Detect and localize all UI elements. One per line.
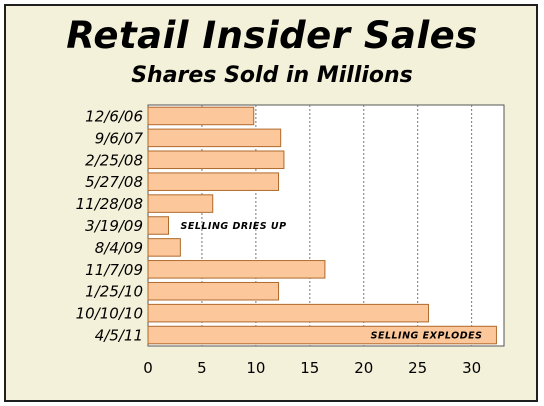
bar [147, 128, 282, 148]
category-label: 12/6/06 [85, 107, 143, 125]
bar [147, 281, 280, 301]
category-label: 4/5/11 [95, 327, 143, 345]
x-tick-label: 30 [462, 359, 481, 377]
category-label: 10/10/10 [76, 305, 143, 323]
chart-subtitle: Shares Sold in Millions [131, 63, 413, 88]
x-tick-label: 10 [246, 359, 265, 377]
annotation-label: SELLING DRIES UP [180, 221, 286, 232]
bar [147, 216, 169, 235]
bar [147, 238, 181, 257]
x-tick-label: 0 [143, 359, 153, 377]
bar [147, 325, 497, 345]
category-label: 11/28/08 [76, 195, 143, 213]
category-label: 2/25/08 [85, 151, 143, 169]
bar [147, 150, 285, 170]
category-label: 5/27/08 [85, 173, 143, 191]
x-tick-label: 5 [197, 359, 207, 377]
category-label: 1/25/10 [85, 283, 143, 301]
bar [147, 172, 280, 191]
x-tick-label: 15 [300, 359, 319, 377]
category-label: 9/6/07 [95, 129, 144, 147]
category-label: 8/4/09 [95, 239, 143, 257]
chart-title: Retail Insider Sales [66, 14, 478, 57]
annotation-label: SELLING EXPLODES [371, 331, 483, 342]
bar [147, 194, 214, 213]
category-label: 3/19/09 [85, 217, 143, 235]
bar [147, 106, 255, 126]
x-tick-label: 20 [354, 359, 373, 377]
x-tick-label: 25 [408, 359, 427, 377]
bar [147, 303, 429, 323]
category-label: 11/7/09 [85, 261, 143, 279]
bar [147, 260, 326, 279]
